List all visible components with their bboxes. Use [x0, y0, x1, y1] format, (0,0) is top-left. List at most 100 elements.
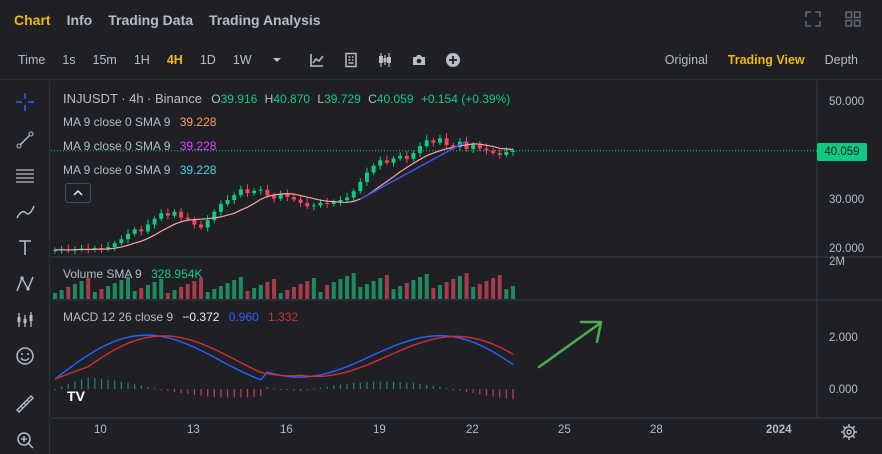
candle	[265, 189, 270, 196]
candle	[252, 190, 257, 194]
text-tool[interactable]	[12, 235, 38, 261]
macd-hist-bar	[479, 389, 481, 395]
volume-bar	[152, 282, 157, 299]
interval-1h[interactable]: 1H	[133, 52, 150, 67]
macd-line-value: 0.960	[228, 310, 259, 324]
macd-hist-bar	[512, 389, 514, 400]
macd-hist-bar	[134, 384, 136, 389]
view-original[interactable]: Original	[664, 53, 708, 67]
candle	[145, 224, 150, 232]
grid-layout-icon[interactable]	[844, 10, 862, 33]
indicators-icon[interactable]	[309, 52, 325, 68]
volume-bar	[66, 287, 71, 299]
tab-trading-analysis[interactable]: Trading Analysis	[209, 12, 321, 28]
symbol-label: INJUSDT	[63, 91, 118, 106]
macd-hist-bar	[273, 388, 275, 390]
candle	[152, 218, 157, 225]
zoom-in-icon[interactable]	[12, 427, 38, 453]
macd-hist-bar	[392, 381, 395, 389]
time-label[interactable]: Time	[18, 52, 46, 67]
tab-info[interactable]: Info	[66, 12, 93, 28]
volume-bar	[298, 284, 303, 299]
chevron-down-icon[interactable]	[269, 52, 285, 68]
ma-legend-1[interactable]: MA 9 close 0 SMA 9 39.228	[63, 115, 217, 129]
candle-type-icon[interactable]	[377, 52, 393, 68]
time-tick: 13	[187, 424, 200, 436]
time-tick: 19	[373, 424, 386, 436]
volume-legend[interactable]: Volume SMA 9 328.954K	[63, 267, 203, 281]
interval-15m[interactable]: 15m	[92, 52, 117, 67]
macd-hist-bar	[253, 389, 255, 397]
candle	[311, 205, 316, 207]
emoji-icon[interactable]	[12, 343, 38, 369]
volume-bar	[212, 289, 217, 299]
volume-bar	[331, 282, 336, 299]
chart-area[interactable]: INJUSDT · 4h · Binance O39.916 H40.870 L…	[51, 81, 882, 454]
collapse-legend-button[interactable]	[65, 183, 91, 203]
macd-hist-bar	[319, 387, 322, 389]
macd-hist-bar	[399, 382, 401, 389]
volume-bar	[179, 287, 184, 299]
macd-hist-bar	[485, 389, 488, 396]
fib-tool[interactable]	[12, 163, 38, 189]
templates-icon[interactable]	[343, 52, 359, 68]
chart-toolbar: Time 1s 15m 1H 4H 1D 1W	[0, 40, 882, 80]
macd-hist-bar	[346, 383, 348, 389]
view-depth[interactable]: Depth	[824, 53, 858, 67]
interval-1d[interactable]: 1D	[199, 52, 216, 67]
volume-bar	[112, 283, 117, 299]
candle	[291, 197, 296, 200]
interval-label: 4h	[129, 91, 144, 106]
tab-trading-data[interactable]: Trading Data	[108, 12, 194, 28]
ruler-icon[interactable]	[12, 391, 38, 417]
candle	[511, 150, 515, 152]
macd-hist-bar	[439, 386, 441, 389]
ma-legend-2[interactable]: MA 9 close 0 SMA 9 39.228	[63, 139, 217, 153]
pattern-tool[interactable]	[12, 271, 38, 297]
camera-icon[interactable]	[411, 52, 427, 68]
macd-hist-bar	[419, 383, 421, 389]
volume-bar	[126, 277, 131, 299]
candle	[192, 219, 197, 225]
macd-hist-bar	[147, 386, 149, 389]
volume-bar	[351, 273, 356, 299]
interval-1s[interactable]: 1s	[62, 52, 76, 67]
macd-hist-bar	[167, 389, 169, 391]
fullscreen-icon[interactable]	[804, 10, 822, 33]
prediction-tool[interactable]	[12, 307, 38, 333]
view-trading-view[interactable]: Trading View	[727, 53, 805, 67]
candle	[497, 152, 502, 155]
ma-legend-3[interactable]: MA 9 close 0 SMA 9 39.228	[63, 163, 217, 177]
volume-bar	[59, 290, 64, 299]
volume-bar	[398, 286, 403, 299]
volume-bar	[285, 290, 290, 299]
macd-hist-bar	[173, 389, 176, 392]
macd-hist-bar	[459, 389, 461, 391]
high-value: 40.870	[273, 92, 311, 106]
candle	[285, 194, 290, 198]
price-chart[interactable]	[51, 81, 882, 454]
volume-bar	[225, 283, 230, 299]
volume-bar	[371, 281, 376, 299]
volume-bar	[451, 279, 456, 299]
ma-line	[54, 143, 514, 251]
volume-bar	[99, 289, 104, 299]
macd-hist-bar	[373, 381, 375, 389]
trendline-tool[interactable]	[12, 127, 38, 153]
macd-legend[interactable]: MACD 12 26 close 9 −0.372 0.960 1.332	[63, 310, 299, 324]
volume-bar	[278, 293, 283, 299]
tab-chart[interactable]: Chart	[14, 12, 51, 28]
interval-4h[interactable]: 4H	[166, 52, 183, 67]
add-icon[interactable]	[445, 52, 461, 68]
brush-tool[interactable]	[12, 199, 38, 225]
crosshair-tool[interactable]	[12, 89, 38, 115]
candle	[477, 144, 482, 149]
candle	[437, 138, 442, 143]
ma-value-3: 39.228	[179, 163, 217, 177]
volume-bar	[159, 279, 164, 299]
macd-hist-bar	[207, 389, 209, 397]
settings-gear-icon[interactable]	[840, 423, 858, 446]
tradingview-logo: TV	[67, 388, 85, 404]
interval-1w[interactable]: 1W	[232, 52, 252, 67]
volume-bar	[291, 287, 296, 299]
